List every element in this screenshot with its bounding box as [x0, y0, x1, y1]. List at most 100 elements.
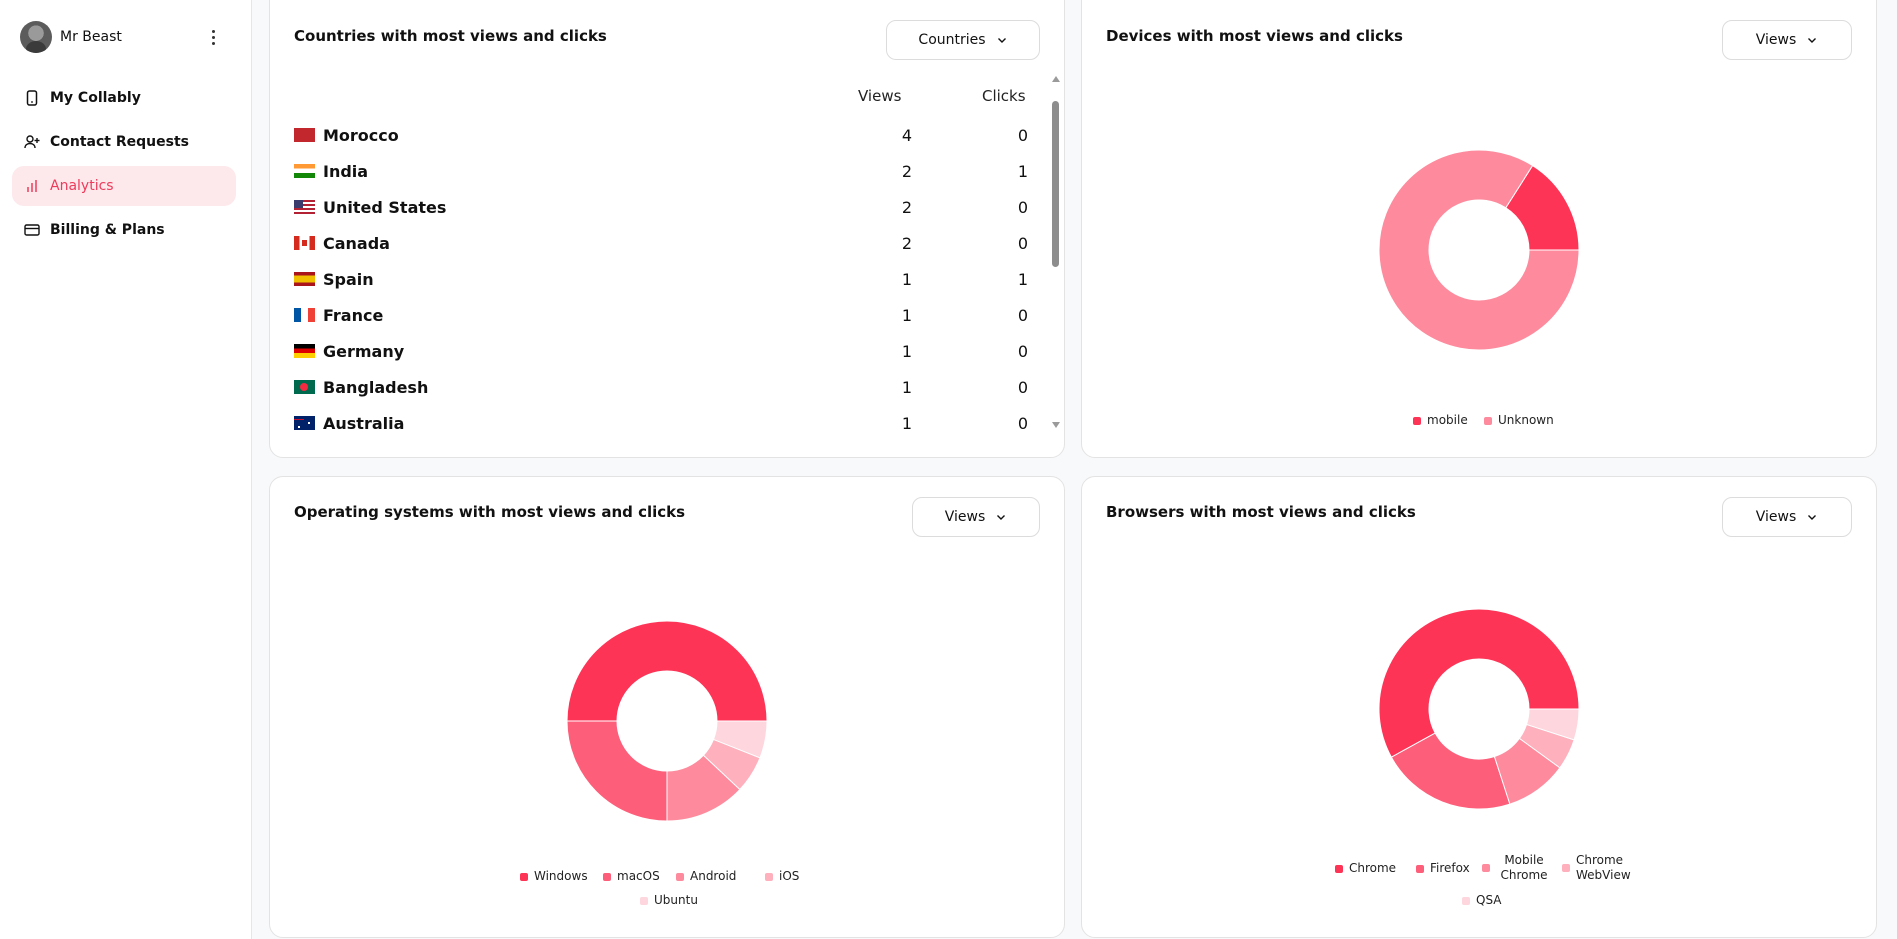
- country-name: Canada: [323, 233, 390, 253]
- sidebar: Mr Beast My Collably Contact Requests An…: [0, 0, 252, 939]
- legend-item-android[interactable]: Android: [676, 869, 736, 884]
- donut-slice-qsa[interactable]: [1525, 708, 1580, 741]
- sidebar-nav: My Collably Contact Requests Analytics B…: [12, 78, 236, 254]
- legend-item-firefox[interactable]: Firefox: [1416, 861, 1470, 876]
- legend-item-macos[interactable]: macOS: [603, 869, 660, 884]
- legend-item-ubuntu[interactable]: Ubuntu: [640, 893, 698, 908]
- legend-swatch: [520, 873, 528, 881]
- dropdown-label: Views: [944, 509, 986, 525]
- views-column-header: Views: [858, 87, 902, 105]
- country-name: Australia: [323, 413, 405, 433]
- legend-item-mobile-chrome[interactable]: Mobile Chrome: [1482, 853, 1552, 883]
- views-value: 4: [901, 125, 912, 145]
- chevron-down-icon: [997, 38, 1006, 43]
- clicks-value: 0: [1017, 305, 1028, 325]
- os-card: Operating systems with most views and cl…: [269, 476, 1065, 938]
- donut-slice-firefox[interactable]: [1390, 732, 1511, 810]
- legend-label: mobile: [1427, 413, 1468, 427]
- dropdown-label: Countries: [918, 32, 986, 48]
- legend-swatch: [765, 873, 773, 881]
- devices-donut-chart: [1378, 149, 1580, 351]
- views-value: 1: [901, 341, 912, 361]
- table-row: Australia 1 0: [294, 405, 1054, 441]
- legend-label: QSA: [1476, 893, 1502, 907]
- clicks-value: 0: [1017, 125, 1028, 145]
- country-name: India: [323, 161, 369, 181]
- views-value: 1: [901, 413, 912, 433]
- legend-swatch: [603, 873, 611, 881]
- country-name: Spain: [323, 269, 374, 289]
- legend-item-windows[interactable]: Windows: [520, 869, 588, 884]
- table-row: Canada 2 0: [294, 225, 1054, 261]
- country-name: Germany: [323, 341, 405, 361]
- user-profile[interactable]: Mr Beast: [20, 20, 232, 54]
- sidebar-item-contact-requests[interactable]: Contact Requests: [12, 122, 236, 162]
- table-row: France 1 0: [294, 297, 1054, 333]
- donut-slice-chrome[interactable]: [1378, 608, 1580, 758]
- chevron-down-icon: [1808, 38, 1817, 43]
- sidebar-item-my-collably[interactable]: My Collably: [12, 78, 236, 118]
- countries-dropdown[interactable]: Countries: [886, 20, 1040, 60]
- views-value: 1: [901, 305, 912, 325]
- sidebar-item-billing-plans[interactable]: Billing & Plans: [12, 210, 236, 250]
- legend-label: Chrome: [1349, 861, 1397, 875]
- table-row: Morocco 4 0: [294, 117, 1054, 153]
- legend-item-mobile[interactable]: mobile: [1413, 413, 1468, 428]
- legend-item-qsa[interactable]: QSA: [1462, 893, 1502, 908]
- devices-card-title: Devices with most views and clicks: [1106, 27, 1403, 45]
- user-plus-icon: [24, 134, 40, 150]
- donut-slice-ubuntu[interactable]: [712, 720, 768, 759]
- legend-label: Firefox: [1430, 861, 1470, 875]
- dropdown-label: Views: [1755, 509, 1797, 525]
- table-row: Spain 1 1: [294, 261, 1054, 297]
- legend-label: macOS: [617, 869, 660, 883]
- table-row: Germany 1 0: [294, 333, 1054, 369]
- legend-item-chrome[interactable]: Chrome: [1335, 861, 1396, 876]
- legend-item-unknown[interactable]: Unknown: [1484, 413, 1554, 428]
- legend-label: Android: [690, 869, 737, 883]
- phone-icon: [24, 90, 40, 106]
- country-name: Morocco: [323, 125, 399, 145]
- scroll-thumb[interactable]: [1052, 101, 1059, 267]
- morocco-flag: [294, 128, 315, 142]
- legend-item-chrome-webview[interactable]: Chrome WebView: [1562, 853, 1634, 883]
- bar-chart-icon: [24, 178, 40, 194]
- donut-slice-unknown[interactable]: [1378, 149, 1580, 351]
- credit-card-icon: [24, 222, 40, 238]
- countries-card: Countries with most views and clicks Cou…: [269, 0, 1065, 458]
- india-flag: [294, 164, 315, 178]
- france-flag: [294, 308, 315, 322]
- legend-swatch: [1413, 417, 1421, 425]
- clicks-value: 0: [1017, 377, 1028, 397]
- browsers-dropdown[interactable]: Views: [1722, 497, 1852, 537]
- clicks-value: 0: [1017, 197, 1028, 217]
- legend-label: Ubuntu: [654, 893, 698, 907]
- clicks-value: 0: [1017, 413, 1028, 433]
- spain-flag: [294, 272, 315, 286]
- views-value: 2: [901, 197, 912, 217]
- legend-label: iOS: [779, 869, 800, 883]
- legend-label: Chrome WebView: [1576, 853, 1631, 882]
- views-value: 2: [901, 161, 912, 181]
- devices-dropdown[interactable]: Views: [1722, 20, 1852, 60]
- legend-label: Windows: [534, 869, 588, 883]
- more-options-icon[interactable]: [204, 28, 222, 46]
- browsers-card: Browsers with most views and clicks View…: [1081, 476, 1877, 938]
- scrollbar[interactable]: [1052, 76, 1060, 429]
- legend-swatch: [676, 873, 684, 881]
- user-name: Mr Beast: [60, 29, 122, 45]
- donut-slice-windows[interactable]: [566, 620, 768, 722]
- legend-label: Unknown: [1498, 413, 1554, 427]
- os-dropdown[interactable]: Views: [912, 497, 1040, 537]
- canada-flag: [294, 236, 315, 250]
- os-card-title: Operating systems with most views and cl…: [294, 503, 686, 521]
- scroll-down-icon[interactable]: [1052, 421, 1060, 429]
- clicks-value: 1: [1017, 269, 1028, 289]
- us-flag: [294, 200, 315, 214]
- scroll-up-icon[interactable]: [1052, 75, 1060, 83]
- legend-swatch: [1484, 417, 1492, 425]
- sidebar-item-analytics[interactable]: Analytics: [12, 166, 236, 206]
- legend-swatch: [1482, 864, 1490, 872]
- legend-item-ios[interactable]: iOS: [765, 869, 799, 884]
- donut-slice-macos[interactable]: [566, 720, 668, 822]
